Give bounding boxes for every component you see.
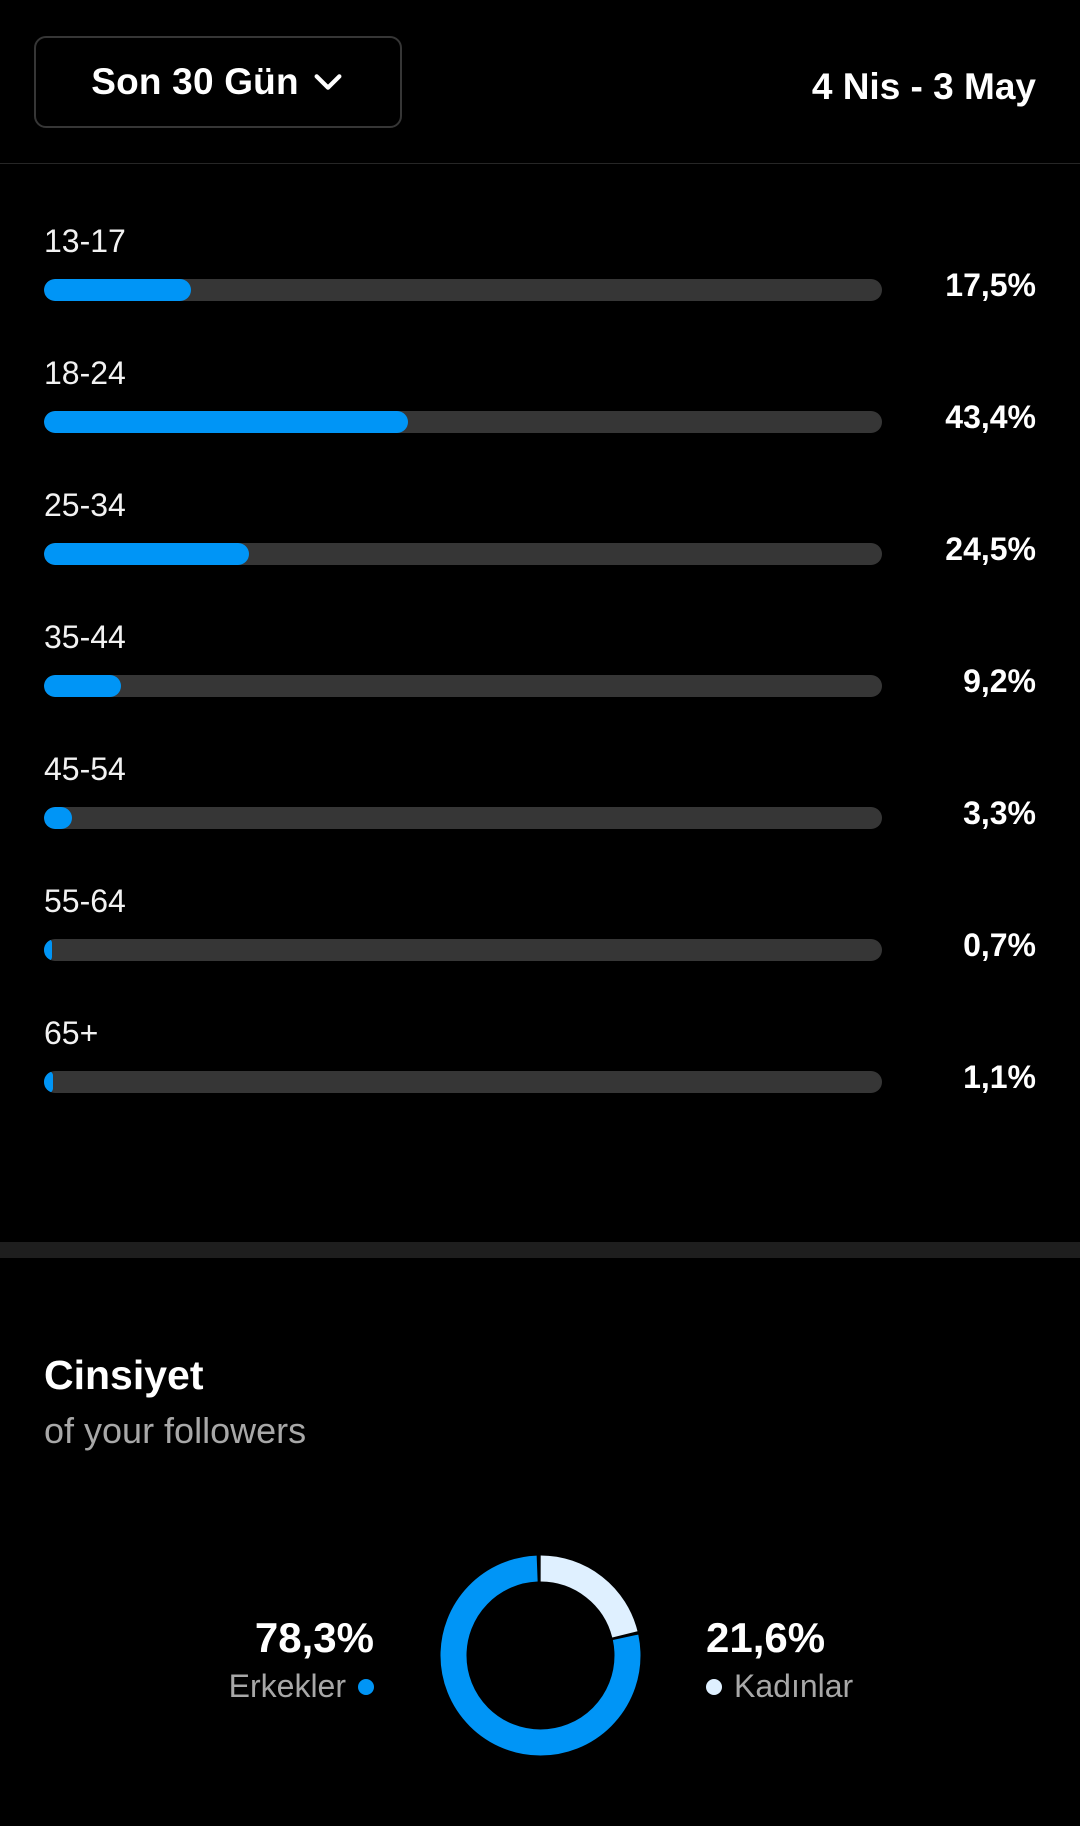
- men-percent: 78,3%: [254, 1614, 374, 1661]
- range-label: Son 30 Gün: [91, 61, 299, 102]
- age-bar-fill: [44, 939, 52, 961]
- age-bar-fill: [44, 279, 191, 301]
- women-label-row: Kadınlar: [706, 1668, 853, 1705]
- age-percent: 1,1%: [963, 1059, 1036, 1095]
- men-dot-icon: [358, 1678, 374, 1695]
- date-range-dropdown[interactable]: Son 30 Gün: [34, 36, 402, 128]
- gender-subtitle: of your followers: [44, 1410, 307, 1451]
- age-percent: 17,5%: [945, 267, 1036, 303]
- age-bar-fill: [44, 411, 408, 433]
- date-range-text: 4 Nis - 3 May: [811, 66, 1036, 107]
- chevron-down-icon: [314, 74, 342, 90]
- age-row: 13-17 17,5%: [0, 163, 1080, 303]
- women-label: Kadınlar: [734, 1668, 854, 1704]
- age-row: 45-54 3,3%: [0, 691, 1080, 831]
- women-percent: 21,6%: [706, 1614, 826, 1661]
- age-label: 13-17: [44, 223, 126, 259]
- age-row: 65+ 1,1%: [0, 955, 1080, 1095]
- age-percent: 43,4%: [945, 399, 1036, 435]
- age-bar-fill: [44, 543, 250, 565]
- age-row: 25-34 24,5%: [0, 427, 1080, 567]
- age-percent: 0,7%: [963, 927, 1036, 963]
- age-label: 35-44: [44, 619, 126, 655]
- gender-donut-chart: [440, 1555, 641, 1756]
- age-bar-track: [44, 543, 882, 565]
- age-bar-fill: [44, 807, 72, 829]
- age-row: 55-64 0,7%: [0, 823, 1080, 963]
- age-label: 55-64: [44, 883, 126, 919]
- age-row: 18-24 43,4%: [0, 295, 1080, 435]
- section-divider: [0, 1242, 1080, 1258]
- age-label: 65+: [44, 1015, 99, 1051]
- age-bar-fill: [44, 675, 122, 697]
- age-bar-track: [44, 411, 882, 433]
- gender-title: Cinsiyet: [44, 1352, 204, 1398]
- age-bar-track: [44, 1071, 882, 1093]
- age-percent: 3,3%: [963, 795, 1036, 831]
- age-bar-track: [44, 939, 882, 961]
- age-label: 45-54: [44, 751, 126, 787]
- men-legend: 78,3% Erkekler: [229, 1614, 374, 1705]
- top-bar: Son 30 Gün 4 Nis - 3 May: [0, 0, 1080, 164]
- age-percent: 24,5%: [945, 531, 1036, 567]
- age-row: 35-44 9,2%: [0, 559, 1080, 699]
- donut-men-segment: [440, 1555, 641, 1756]
- age-label: 25-34: [44, 487, 126, 523]
- age-label: 18-24: [44, 355, 126, 391]
- age-bar-track: [44, 675, 882, 697]
- age-bar-track: [44, 279, 882, 301]
- age-percent: 9,2%: [963, 663, 1036, 699]
- age-bar-track: [44, 807, 882, 829]
- women-legend: 21,6% Kadınlar: [706, 1614, 853, 1705]
- women-dot-icon: [706, 1678, 722, 1695]
- men-label-row: Erkekler: [229, 1668, 374, 1705]
- age-bar-fill: [44, 1071, 54, 1093]
- men-label: Erkekler: [228, 1668, 346, 1704]
